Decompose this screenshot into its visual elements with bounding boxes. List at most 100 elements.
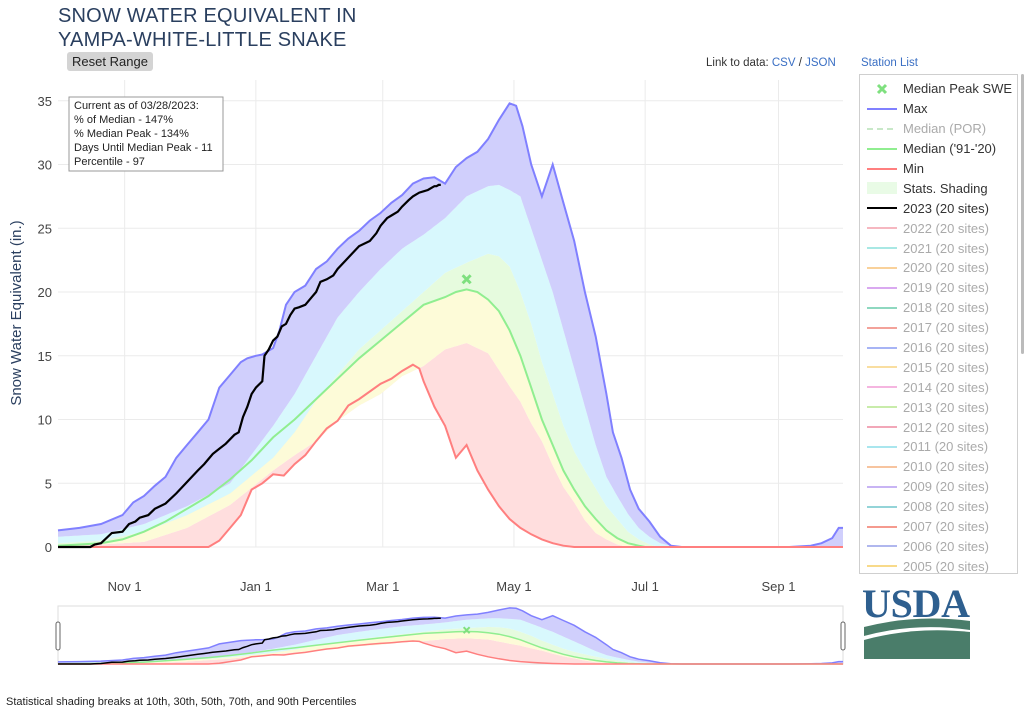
usda-logo: USDA: [862, 581, 970, 659]
legend-label: 2022 (20 sites): [903, 220, 989, 236]
legend-item[interactable]: 2022 (20 sites): [860, 218, 1017, 238]
usda-logo-text: USDA: [862, 581, 970, 626]
legend-swatch: [864, 162, 900, 176]
legend-label: Min: [903, 161, 924, 176]
range-slider-left-handle[interactable]: [55, 621, 61, 651]
max-line: [57, 102, 843, 548]
x-tick-273: Jul 1: [631, 579, 658, 594]
legend-swatch: [864, 520, 900, 534]
station-list-link[interactable]: Station List: [861, 57, 918, 69]
x-tick-92: Jan 1: [240, 579, 272, 594]
y-tick-20: 20: [38, 285, 52, 300]
links-separator: /: [798, 57, 802, 69]
legend-item[interactable]: 2010 (20 sites): [860, 457, 1017, 477]
legend-item[interactable]: 2013 (20 sites): [860, 397, 1017, 417]
info-line-3: % Median Peak - 134%: [74, 128, 189, 140]
legend-item[interactable]: 2007 (20 sites): [860, 517, 1017, 537]
legend-swatch: [864, 102, 900, 116]
legend-label: 2013 (20 sites): [903, 399, 989, 415]
legend-label: 2009 (20 sites): [903, 479, 989, 495]
data-links: Link to data: CSV / JSON: [706, 57, 836, 69]
y-tick-labels: 0 5 10 15 20 25 30 35: [38, 94, 52, 555]
band-p30-p50: [58, 289, 843, 547]
legend-swatch: [864, 201, 900, 215]
legend-item[interactable]: 2017 (20 sites): [860, 318, 1017, 338]
legend-item[interactable]: Max: [860, 99, 1017, 119]
legend-item[interactable]: Median ('91-'20): [860, 139, 1017, 159]
range-slider[interactable]: [57, 605, 844, 665]
legend-item[interactable]: Min: [860, 159, 1017, 179]
legend-item[interactable]: 2009 (20 sites): [860, 477, 1017, 497]
y-tick-15: 15: [38, 349, 52, 364]
legend-label: 2018 (20 sites): [903, 300, 989, 316]
legend-swatch: [864, 360, 900, 374]
reset-range-button[interactable]: Reset Range: [67, 52, 153, 71]
mini-band-p10-p30: [58, 638, 843, 664]
y-tick-35: 35: [38, 94, 52, 109]
info-box: Current as of 03/28/2023: % of Median - …: [68, 96, 224, 172]
legend-label: 2006 (20 sites): [903, 538, 989, 554]
legend-label: 2008 (20 sites): [903, 499, 989, 515]
legend-swatch: [864, 321, 900, 335]
legend-swatch: [864, 539, 900, 553]
legend-label: Median ('91-'20): [903, 141, 997, 157]
legend-swatch: [864, 82, 900, 96]
legend-swatch: [864, 480, 900, 494]
legend-item[interactable]: 2014 (20 sites): [860, 377, 1017, 397]
page-title: SNOW WATER EQUIVALENT IN YAMPA-WHITE-LIT…: [58, 4, 357, 52]
legend-item[interactable]: Median Peak SWE: [860, 79, 1017, 99]
legend-label: 2007 (20 sites): [903, 519, 989, 535]
range-slider-right-handle[interactable]: [840, 621, 846, 651]
legend-label: Median Peak SWE: [903, 81, 1013, 97]
json-link[interactable]: JSON: [805, 57, 836, 69]
legend-item[interactable]: 2008 (20 sites): [860, 497, 1017, 517]
x-tick-212: May 1: [496, 579, 531, 594]
legend-label: 2011 (20 sites): [903, 439, 989, 455]
band-p10-p30: [58, 343, 843, 547]
legend-item[interactable]: Median (POR): [860, 119, 1017, 139]
legend-swatch: [864, 241, 900, 255]
legend-label: 2016 (20 sites): [903, 340, 989, 356]
legend-item[interactable]: 2006 (20 sites): [860, 536, 1017, 556]
legend-label: 2012 (20 sites): [903, 419, 989, 435]
csv-link[interactable]: CSV: [771, 57, 796, 69]
legend-item[interactable]: 2016 (20 sites): [860, 338, 1017, 358]
legend-swatch: [864, 460, 900, 474]
legend-label: 2010 (20 sites): [903, 459, 989, 475]
legend-item[interactable]: 2023 (20 sites): [860, 198, 1017, 218]
band-p90-max: [58, 103, 843, 548]
mini-median-peak-marker: [462, 626, 471, 634]
legend-scrollbar[interactable]: [1021, 74, 1024, 354]
legend-item[interactable]: 2011 (20 sites): [860, 437, 1017, 457]
legend-item[interactable]: 2015 (20 sites): [860, 357, 1017, 377]
legend-item[interactable]: Stats. Shading: [860, 178, 1017, 198]
legend-item[interactable]: 2012 (20 sites): [860, 417, 1017, 437]
series-lines: [57, 102, 843, 549]
legend-item[interactable]: 2020 (20 sites): [860, 258, 1017, 278]
legend-label: 2017 (20 sites): [903, 320, 989, 336]
legend-item[interactable]: 2019 (20 sites): [860, 278, 1017, 298]
x-tick-labels: Nov 1 Jan 1 Mar 1 May 1 Jul 1 Sep 1: [108, 579, 796, 594]
y-tick-25: 25: [38, 221, 52, 236]
links-prefix: Link to data:: [706, 57, 769, 69]
median-peak-marker: [461, 274, 472, 285]
series-line-0: [58, 183, 441, 549]
legend-swatch: [864, 301, 900, 315]
legend-label: 2005 (20 sites): [903, 558, 989, 574]
legend-label: Median (POR): [903, 121, 987, 137]
legend-item[interactable]: 2005 (20 sites): [860, 556, 1017, 574]
legend-label: Max: [903, 101, 928, 117]
x-tick-151: Mar 1: [366, 579, 399, 594]
legend-item[interactable]: 2018 (20 sites): [860, 298, 1017, 318]
x-tick-335: Sep 1: [761, 579, 795, 594]
legend-swatch: [864, 420, 900, 434]
legend-item[interactable]: 2021 (20 sites): [860, 238, 1017, 258]
title-line-1: SNOW WATER EQUIVALENT IN: [58, 5, 357, 27]
legend-swatch: [864, 221, 900, 235]
info-line-5: Percentile - 97: [74, 156, 145, 168]
y-axis-title: Snow Water Equivalent (in.): [8, 220, 25, 405]
legend-swatch: [864, 341, 900, 355]
info-line-1: Current as of 03/28/2023:: [74, 100, 199, 112]
legend-swatch: [864, 500, 900, 514]
